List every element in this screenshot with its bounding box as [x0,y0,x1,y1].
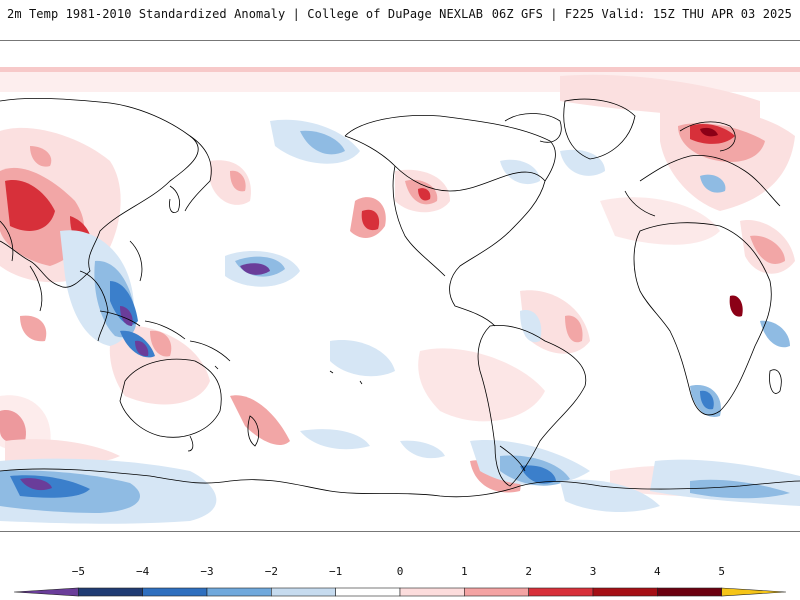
anomaly-map [0,40,800,532]
color-scale-tick-label: −5 [71,565,85,578]
color-scale-tick-label: 0 [396,565,404,578]
color-scale-tick-label: −1 [329,565,343,578]
color-scale-tick-label: 3 [589,565,597,578]
title-bar: 2m Temp 1981-2010 Standardized Anomaly |… [0,0,800,30]
arctic-warm-band [0,67,800,72]
color-scale-segment [335,587,401,597]
map-canvas [0,67,800,524]
color-scale-tick-label: 4 [654,565,661,578]
color-scale-tick-label: 1 [461,565,468,578]
color-scale-legend: −5 −4 −3 −2 −1 0 1 2 3 4 5 [0,565,800,600]
color-scale-segment [592,587,658,597]
color-scale-segment [399,587,465,597]
color-scale-segment [13,587,79,597]
cold-anomaly-areas [0,119,800,524]
color-scale-segment [206,587,272,597]
color-scale-tick-label: −3 [200,565,214,578]
color-scale-tick-label: 2 [525,565,532,578]
color-scale-tick-label: 5 [718,565,725,578]
color-scale-segment [528,587,594,597]
color-scale-segment [78,587,143,597]
color-scale-segment [721,587,787,597]
color-scale-tick-label: −4 [136,565,150,578]
color-scale-segment [657,587,722,597]
coastlines [0,97,800,498]
color-scale-segment [464,587,529,597]
color-scale-segment [142,587,208,597]
map-title: 2m Temp 1981-2010 Standardized Anomaly |… [7,7,484,21]
color-scale-segment [271,587,336,597]
model-run-label: 06Z GFS | F225 Valid: 15Z THU APR 03 202… [491,7,792,21]
color-scale-bar [13,587,787,597]
color-scale-tick-label: −2 [264,565,278,578]
